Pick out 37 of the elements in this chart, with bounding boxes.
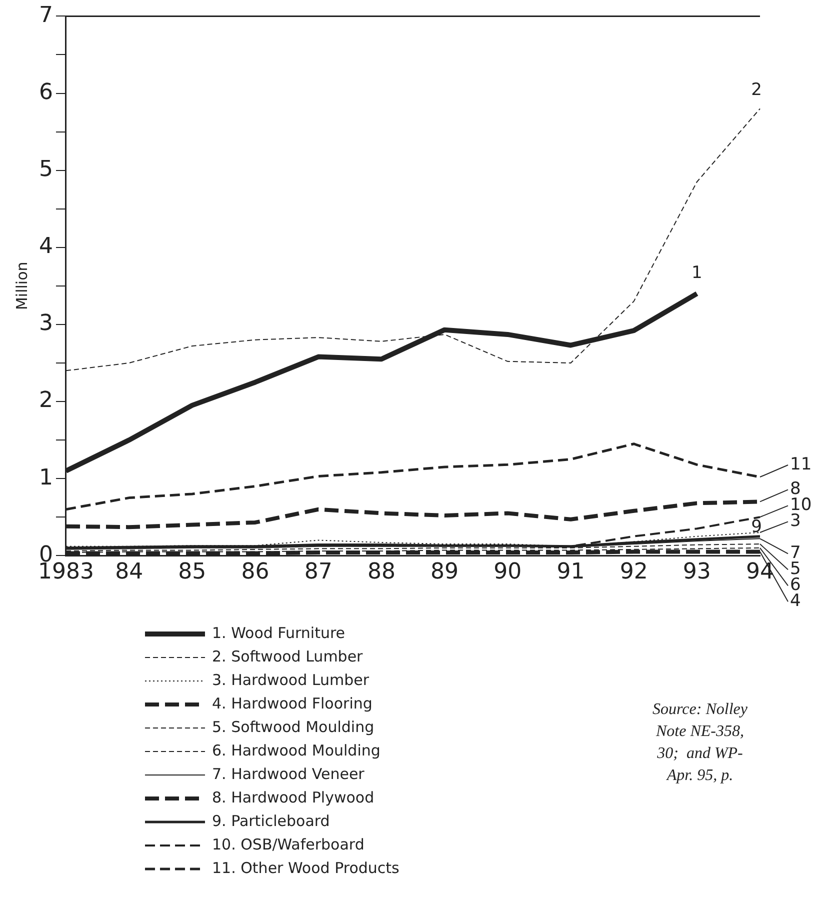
annotation: 4 <box>790 591 801 612</box>
legend-label: 1. Wood Furniture <box>212 624 346 642</box>
y-tick-label: 2 <box>38 388 53 414</box>
legend-label: 8. Hardwood Plywood <box>212 788 374 806</box>
legend-label: 3. Hardwood Lumber <box>212 670 370 689</box>
x-tick-label: 94 <box>746 560 774 585</box>
legend-label: 4. Hardwood Flooring <box>212 694 372 712</box>
annotation: 11 <box>790 454 812 474</box>
legend-label: 9. Particleboard <box>212 812 330 830</box>
y-tick-label: 1 <box>38 465 53 490</box>
annotation: 3 <box>790 511 801 532</box>
x-tick-label: 92 <box>620 560 648 585</box>
legend-label: 11. Other Wood Products <box>212 858 400 877</box>
y-tick-label: 4 <box>38 234 53 260</box>
x-tick-label: 85 <box>178 560 206 585</box>
x-tick-label: 88 <box>367 560 396 585</box>
y-axis-title: Million <box>12 262 31 310</box>
x-tick-label: 84 <box>115 560 144 585</box>
annotation: 9 <box>751 517 762 538</box>
legend-label: 6. Hardwood Moulding <box>212 741 380 760</box>
y-tick-label: 7 <box>38 2 53 28</box>
y-tick-label: 3 <box>38 311 53 336</box>
annotation: 1 <box>691 263 702 284</box>
annotation: 2 <box>751 80 762 100</box>
x-tick-label: 91 <box>556 560 585 585</box>
legend-label: 2. Softwood Lumber <box>212 647 364 666</box>
x-tick-label: 89 <box>430 560 459 585</box>
legend-label: 7. Hardwood Veneer <box>212 764 366 783</box>
x-tick-label: 90 <box>494 560 522 585</box>
legend-label: 5. Softwood Moulding <box>212 718 374 736</box>
y-tick-label: 6 <box>38 80 53 105</box>
source-note: Source: Nolley Note NE-358, 30; and WP- Apr. 95, p. <box>652 701 748 784</box>
x-tick-label: 87 <box>304 560 332 585</box>
x-tick-label: 86 <box>241 560 270 585</box>
y-tick-label: 5 <box>38 157 53 182</box>
x-tick-label: 93 <box>682 560 711 585</box>
legend-label: 10. OSB/Waferboard <box>212 835 364 854</box>
